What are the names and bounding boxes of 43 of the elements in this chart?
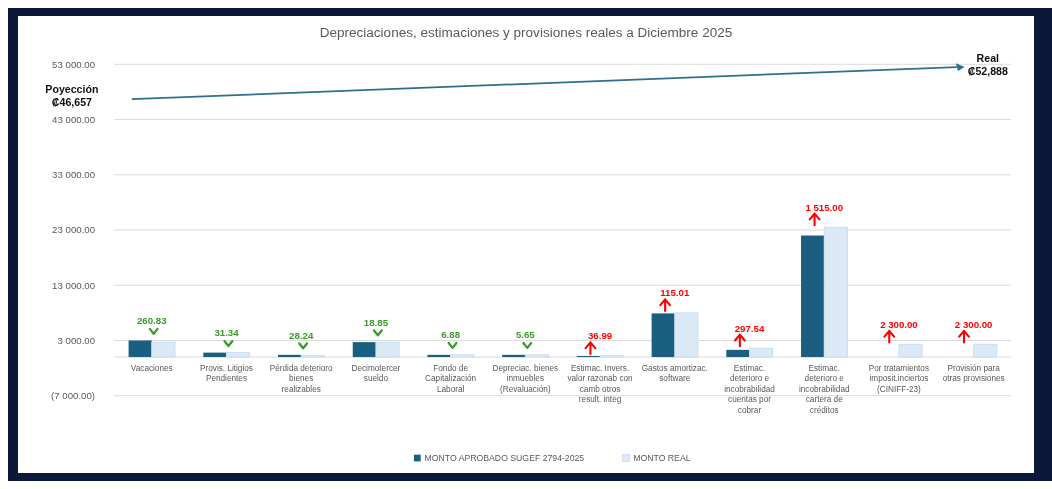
text: Poyección ₡46,657 xyxy=(45,83,99,108)
bar xyxy=(524,354,550,358)
annotation: 2 300.00 xyxy=(880,318,918,330)
y-tick-label: 33 000.00 xyxy=(52,169,96,181)
bar xyxy=(726,349,750,358)
annotation: 2 300.00 xyxy=(954,318,993,330)
bar xyxy=(651,313,675,358)
chart-title: Depreciaciones, estimaciones y provisiones reales a Diciembre 2025 xyxy=(319,25,733,41)
annotation: 297.54 xyxy=(734,322,765,334)
annotation: 1 515.00 xyxy=(805,201,844,213)
bar xyxy=(226,352,251,358)
y-tick-label: 23 000.00 xyxy=(52,224,96,236)
annotation: Real ₡52,888 xyxy=(967,52,1008,77)
bar xyxy=(898,343,923,358)
bar xyxy=(502,354,526,358)
bar xyxy=(151,341,176,358)
bar xyxy=(450,354,475,358)
bar xyxy=(823,226,848,358)
bar xyxy=(278,354,302,358)
annotation: 260.83 xyxy=(137,315,168,327)
bar xyxy=(427,354,451,358)
bar xyxy=(674,312,699,358)
y-tick-label: 3 000.00 xyxy=(57,334,96,346)
y-tick-label: (7 000.00) xyxy=(51,390,96,402)
annotation: 18.85 xyxy=(363,316,389,328)
annotation: 36.99 xyxy=(587,330,613,342)
bar xyxy=(973,343,998,358)
annotation: 115.01 xyxy=(660,287,690,299)
bar xyxy=(375,341,400,358)
bar xyxy=(203,352,227,358)
bar xyxy=(749,347,774,358)
annotation: 5.65 xyxy=(515,329,536,341)
y-tick-label: 43 000.00 xyxy=(52,113,96,125)
legend-label: MONTO APROBADO SUGEF 2794-2025 xyxy=(424,453,585,464)
annotation: 31.34 xyxy=(214,327,240,339)
bar xyxy=(352,342,376,358)
bar xyxy=(801,235,825,358)
y-tick-label: 53 000.00 xyxy=(52,58,96,70)
bar xyxy=(128,340,152,358)
annotation: 28.24 xyxy=(289,329,314,341)
annotation: 6.88 xyxy=(441,329,461,341)
y-tick-label: 13 000.00 xyxy=(52,279,96,291)
legend-label: MONTO REAL xyxy=(633,453,691,464)
